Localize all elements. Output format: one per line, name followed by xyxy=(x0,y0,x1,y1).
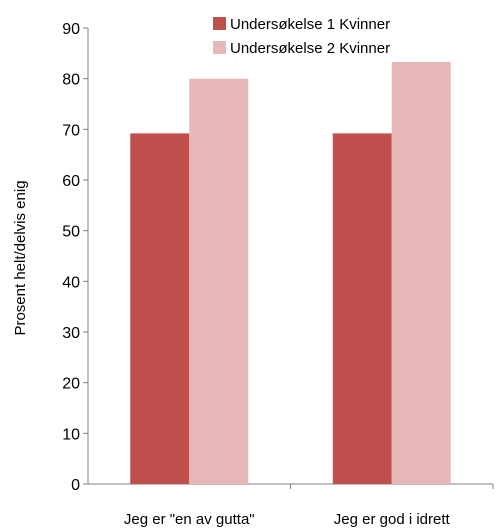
legend: Undersøkelse 1 Kvinner Undersøkelse 2 Kvi… xyxy=(213,16,390,57)
bar-series2-cat2 xyxy=(391,61,451,485)
bar-series2-cat1 xyxy=(189,78,249,485)
x-category-label: Jeg er god i idrett xyxy=(334,511,451,528)
y-tick-label: 20 xyxy=(62,376,80,393)
bar-series1-cat1 xyxy=(130,133,190,485)
y-tick-label: 70 xyxy=(62,122,80,139)
bar-series1-cat2 xyxy=(332,133,392,485)
legend-entry-label: Undersøkelse 1 Kvinner xyxy=(230,16,390,33)
legend-swatch xyxy=(213,41,226,54)
y-tick-label: 10 xyxy=(62,426,80,443)
y-tick-label: 0 xyxy=(71,477,80,494)
legend-entry-label: Undersøkelse 2 Kvinner xyxy=(230,40,390,57)
x-category-labels: Jeg er "en av gutta" Jeg er god i idrett xyxy=(124,511,451,528)
y-tick-label: 50 xyxy=(62,224,80,241)
y-tick-label: 60 xyxy=(62,173,80,190)
y-tick-label: 40 xyxy=(62,274,80,291)
bars xyxy=(130,61,451,485)
y-axis-title: Prosent helt/delvis enig xyxy=(12,180,29,335)
y-tick-label: 90 xyxy=(62,21,80,38)
y-ticks: 0 10 20 30 40 50 60 70 80 90 xyxy=(62,21,88,494)
legend-swatch xyxy=(213,17,226,30)
x-category-label: Jeg er "en av gutta" xyxy=(124,511,255,528)
y-tick-label: 30 xyxy=(62,325,80,342)
y-tick-label: 80 xyxy=(62,72,80,89)
